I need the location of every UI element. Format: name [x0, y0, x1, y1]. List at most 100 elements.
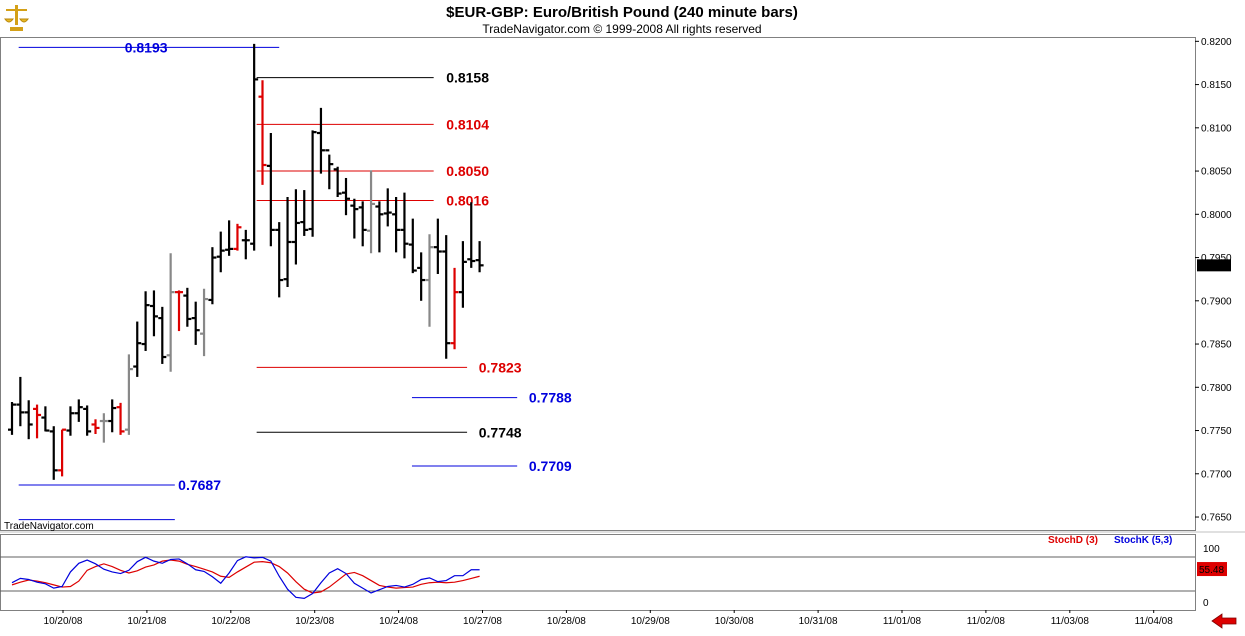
last-price-label: 0.7941: [1199, 261, 1230, 272]
stoch-last-value-box: [1197, 562, 1227, 577]
price-y-tick-label: 0.8150: [1201, 80, 1232, 91]
ohlc-bar: [308, 130, 317, 237]
stoch-y-tick-label: 0: [1203, 598, 1209, 609]
ohlc-bar: [291, 189, 300, 265]
scales-icon-left-pan: [4, 18, 14, 23]
ohlc-bar: [183, 287, 192, 327]
ohlc-bar: [116, 402, 125, 435]
x-tick-label: 10/24/08: [379, 616, 418, 627]
ohlc-bar: [124, 354, 133, 435]
last-price-box: [1197, 259, 1231, 272]
scales-icon: [4, 5, 29, 31]
price-y-tick-label: 0.7800: [1201, 383, 1232, 394]
ohlc-bar: [133, 321, 142, 377]
stoch-last-value-label: 55.48: [1199, 565, 1224, 576]
price-panel-frame: [0, 37, 1196, 531]
ohlc-bar: [158, 306, 167, 364]
ohlc-bar: [24, 400, 33, 440]
price-y-tick-label: 0.7900: [1201, 296, 1232, 307]
ohlc-bar: [200, 288, 209, 357]
ohlc-bar: [241, 229, 250, 260]
red-left-arrow-icon: [1211, 613, 1237, 629]
ohlc-bar: [108, 399, 117, 433]
ohlc-bar: [250, 43, 259, 251]
level-label: 0.8016: [446, 192, 489, 208]
price-y-tick-label: 0.8000: [1201, 210, 1232, 221]
price-y-tick-label: 0.7650: [1201, 513, 1232, 524]
x-tick-label: 11/04/08: [1135, 616, 1174, 627]
stoch-series-line: [11, 556, 480, 600]
level-label: 0.8193: [125, 39, 168, 55]
chart-title: $EUR-GBP: Euro/British Pound (240 minute…: [446, 4, 798, 21]
x-tick-label: 10/21/08: [127, 616, 166, 627]
scales-icon-right-pan: [19, 18, 29, 23]
level-label: 0.7709: [529, 458, 572, 474]
ohlc-bar: [367, 170, 376, 254]
ohlc-bar: [58, 428, 67, 477]
ohlc-bar: [49, 426, 58, 480]
x-tick-label: 10/28/08: [547, 616, 586, 627]
ohlc-bar: [442, 235, 451, 359]
x-tick-label: 10/20/08: [44, 616, 83, 627]
ohlc-bar: [149, 290, 158, 337]
ohlc-bar: [392, 197, 401, 253]
price-y-tick-label: 0.7950: [1201, 253, 1232, 264]
level-label: 0.7788: [529, 390, 572, 406]
price-y-tick-label: 0.7700: [1201, 469, 1232, 480]
ohlc-bar: [283, 197, 292, 287]
legend-stochk: StochK (5,3): [1114, 535, 1172, 546]
ohlc-bar: [358, 201, 367, 247]
x-tick-label: 10/22/08: [211, 616, 250, 627]
ohlc-bar: [458, 241, 467, 308]
x-tick-label: 10/30/08: [715, 616, 754, 627]
ohlc-bar: [216, 231, 225, 273]
level-label: 0.8158: [446, 70, 489, 86]
ohlc-bar: [83, 405, 92, 436]
stoch-y-tick-label: 100: [1203, 544, 1220, 555]
level-label: 0.7823: [479, 359, 522, 375]
price-y-tick-label: 0.8050: [1201, 167, 1232, 178]
ohlc-bar: [266, 133, 275, 247]
ohlc-bar: [33, 404, 42, 439]
ohlc-bar: [16, 376, 25, 427]
ohlc-bar: [325, 149, 334, 190]
ohlc-bar: [166, 253, 175, 372]
x-tick-label: 10/27/08: [463, 616, 502, 627]
ohlc-bar: [41, 406, 50, 432]
ohlc-bar: [316, 107, 325, 174]
price-y-tick-label: 0.7750: [1201, 426, 1232, 437]
ohlc-bar: [99, 413, 108, 443]
ohlc-bar: [141, 291, 150, 351]
level-label: 0.7748: [479, 424, 522, 440]
ohlc-bar: [342, 177, 350, 216]
price-y-tick-label: 0.7850: [1201, 340, 1232, 351]
watermark-text: TradeNavigator.com: [4, 521, 94, 532]
x-tick-label: 10/29/08: [631, 616, 670, 627]
ohlc-bar: [66, 406, 75, 436]
scales-icon-beam: [6, 9, 27, 11]
ohlc-bar: [258, 80, 267, 185]
ohlc-bar: [8, 401, 16, 435]
ohlc-bar: [175, 290, 183, 332]
price-y-tick-label: 0.8100: [1201, 123, 1232, 134]
scales-icon-post: [15, 5, 18, 25]
ohlc-bar: [350, 198, 359, 239]
ohlc-bar: [91, 419, 100, 434]
level-label: 0.8104: [446, 116, 489, 132]
x-tick-label: 11/01/08: [883, 616, 922, 627]
ohlc-bar: [467, 202, 476, 268]
ohlc-bar: [74, 399, 83, 422]
ohlc-bar: [333, 166, 342, 198]
scales-icon-base: [10, 27, 23, 31]
ohlc-bar: [400, 192, 409, 259]
ohlc-bar: [233, 223, 242, 251]
stoch-series-line: [11, 559, 480, 594]
ohlc-bar: [191, 301, 200, 345]
level-label: 0.7687: [178, 477, 221, 493]
x-tick-label: 11/02/08: [967, 616, 1006, 627]
level-label: 0.8050: [446, 163, 489, 179]
ohlc-bar: [475, 241, 484, 273]
stoch-panel-frame: [0, 534, 1196, 611]
